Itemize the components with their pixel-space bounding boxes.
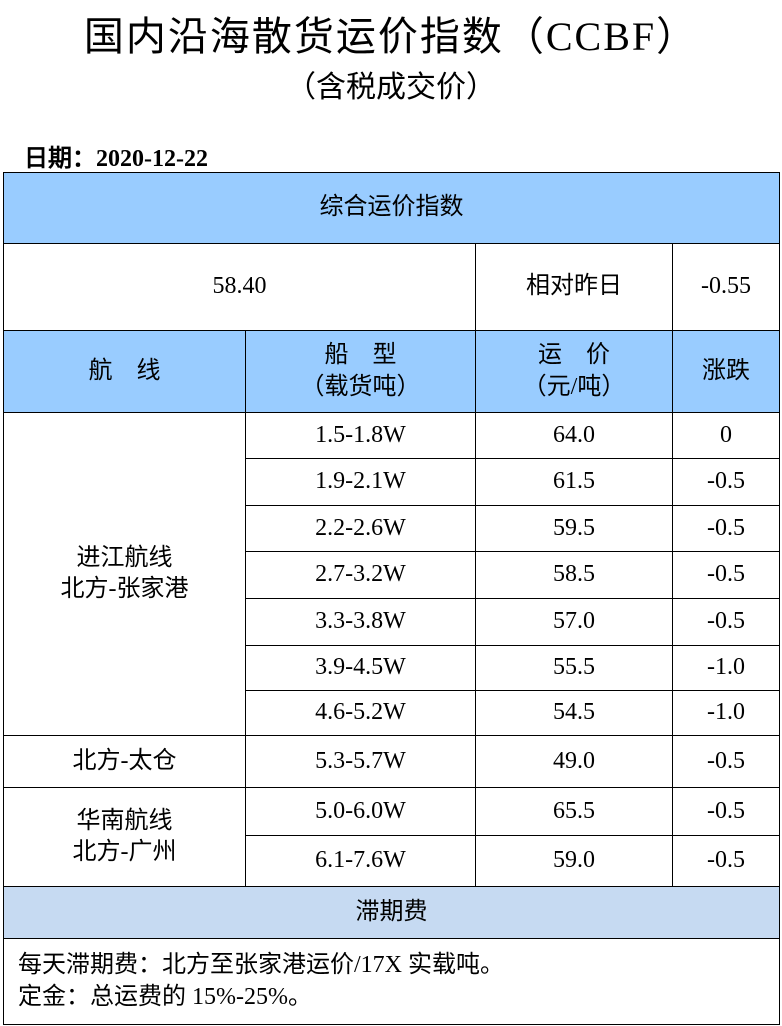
column-header: 航 线 [3,330,246,413]
change: -1.0 [672,690,780,736]
freight-rate: 55.5 [475,645,673,691]
subtitle: （含税成交价） [286,71,496,104]
cell-text: 航 线 [88,357,161,384]
change: -0.5 [672,551,780,599]
cell-text: 57.0 [553,608,595,635]
change: -0.5 [672,458,780,506]
change: -0.5 [672,835,780,887]
cell-text: 65.5 [553,797,595,824]
cell-text: 每天滞期费：北方至张家港运价/17X 实载吨。 [18,952,504,979]
vessel-size: 1.5-1.8W [245,412,476,459]
cell-text: （元/吨） [522,373,626,400]
freight-rate: 61.5 [475,458,673,506]
vessel-size: 2.2-2.6W [245,505,476,552]
cell-text: -0.5 [707,847,745,874]
vessel-size: 3.9-4.5W [245,645,476,691]
cell-text: 相对昨日 [526,273,622,300]
cell-text: 1.5-1.8W [315,421,406,448]
vessel-size: 1.9-2.1W [245,458,476,506]
cell-text: 定金：总运费的 15%-25%。 [18,983,312,1010]
cell-text: 58.5 [553,561,595,588]
cell-text: 船 型 [324,342,397,369]
change: 0 [672,412,780,459]
freight-rate: 59.0 [475,835,673,887]
change: -0.5 [672,735,780,788]
vessel-size: 4.6-5.2W [245,690,476,736]
cell-text: 3.9-4.5W [315,654,406,681]
route: 进江航线北方-张家港 [3,412,246,736]
date: 日期：2020-12-22 [24,146,208,172]
cell-text: 北方-太仓 [72,747,177,774]
cell-text: 2.7-3.2W [315,561,406,588]
cell-text: -0.5 [707,747,745,774]
cell-text: -1.0 [707,699,745,726]
cell-text: -0.5 [707,608,745,635]
cell-text: 华南航线 [76,807,173,834]
cell-text: -0.5 [707,514,745,541]
cell-text: 54.5 [553,699,595,726]
cell-text: 1.9-2.1W [315,468,406,495]
change: -0.5 [672,505,780,552]
change: -0.5 [672,787,780,836]
cell-text: 3.3-3.8W [315,608,406,635]
route: 北方-太仓 [3,735,246,788]
freight-rate: 59.5 [475,505,673,552]
change-value: -0.55 [672,243,780,331]
cell-text: 0 [720,421,732,448]
freight-rate: 64.0 [475,412,673,459]
column-header: 运 价 （元/吨） [475,330,673,413]
cell-text: 5.3-5.7W [315,747,406,774]
change: -1.0 [672,645,780,691]
column-header: 涨跌 [672,330,780,413]
cell-text: 61.5 [553,468,595,495]
cell-text: 北方-广州 [72,839,177,865]
cell-text: 59.5 [553,514,595,541]
index-value: 58.40 [3,243,476,331]
cell-text: 6.1-7.6W [315,847,406,874]
column-header: 船 型 （载货吨） [245,330,476,413]
cell-text: 5.0-6.0W [315,797,406,824]
cell-text: （载货吨） [300,373,421,400]
cell-text: 运 价 [538,342,610,369]
cell-text: 滞期费 [355,898,428,925]
change: -0.5 [672,598,780,646]
freight-rate: 58.5 [475,551,673,599]
vessel-size: 5.0-6.0W [245,787,476,836]
cell-text: 4.6-5.2W [315,699,406,726]
cell-text: 2.2-2.6W [315,514,406,541]
title: 国内沿海散货运价指数（CCBF） [83,14,699,59]
freight-rate: 57.0 [475,598,673,646]
vessel-size: 6.1-7.6W [245,835,476,887]
notes: 每天滞期费：北方至张家港运价/17X 实载吨。 定金：总运费的 15%-25%。 [3,938,780,1025]
cell-text: 综合运价指数 [319,194,464,221]
vessel-size: 2.7-3.2W [245,551,476,599]
cell-text: -0.5 [707,468,745,495]
cell-text: -0.55 [701,273,751,300]
cell-text: 49.0 [553,747,595,774]
index-title: 综合运价指数 [3,172,780,244]
freight-rate: 65.5 [475,787,673,836]
cell-text: 55.5 [553,654,595,681]
freight-rate: 54.5 [475,690,673,736]
cell-text: -1.0 [707,654,745,681]
cell-text: 58.40 [212,273,267,300]
route: 华南航线北方-广州 [3,787,246,887]
cell-text: 北方-张家港 [60,576,189,602]
cell-text: 64.0 [553,421,595,448]
cell-text: 进江航线 [76,544,173,571]
demurrage-title: 滞期费 [3,886,780,939]
freight-rate: 49.0 [475,735,673,788]
cell-text: -0.5 [707,797,745,824]
cell-text: -0.5 [707,561,745,588]
change-label: 相对昨日 [475,243,673,331]
cell-text: 涨跌 [702,357,750,384]
vessel-size: 3.3-3.8W [245,598,476,646]
vessel-size: 5.3-5.7W [245,735,476,788]
cell-text: 59.0 [553,847,595,874]
